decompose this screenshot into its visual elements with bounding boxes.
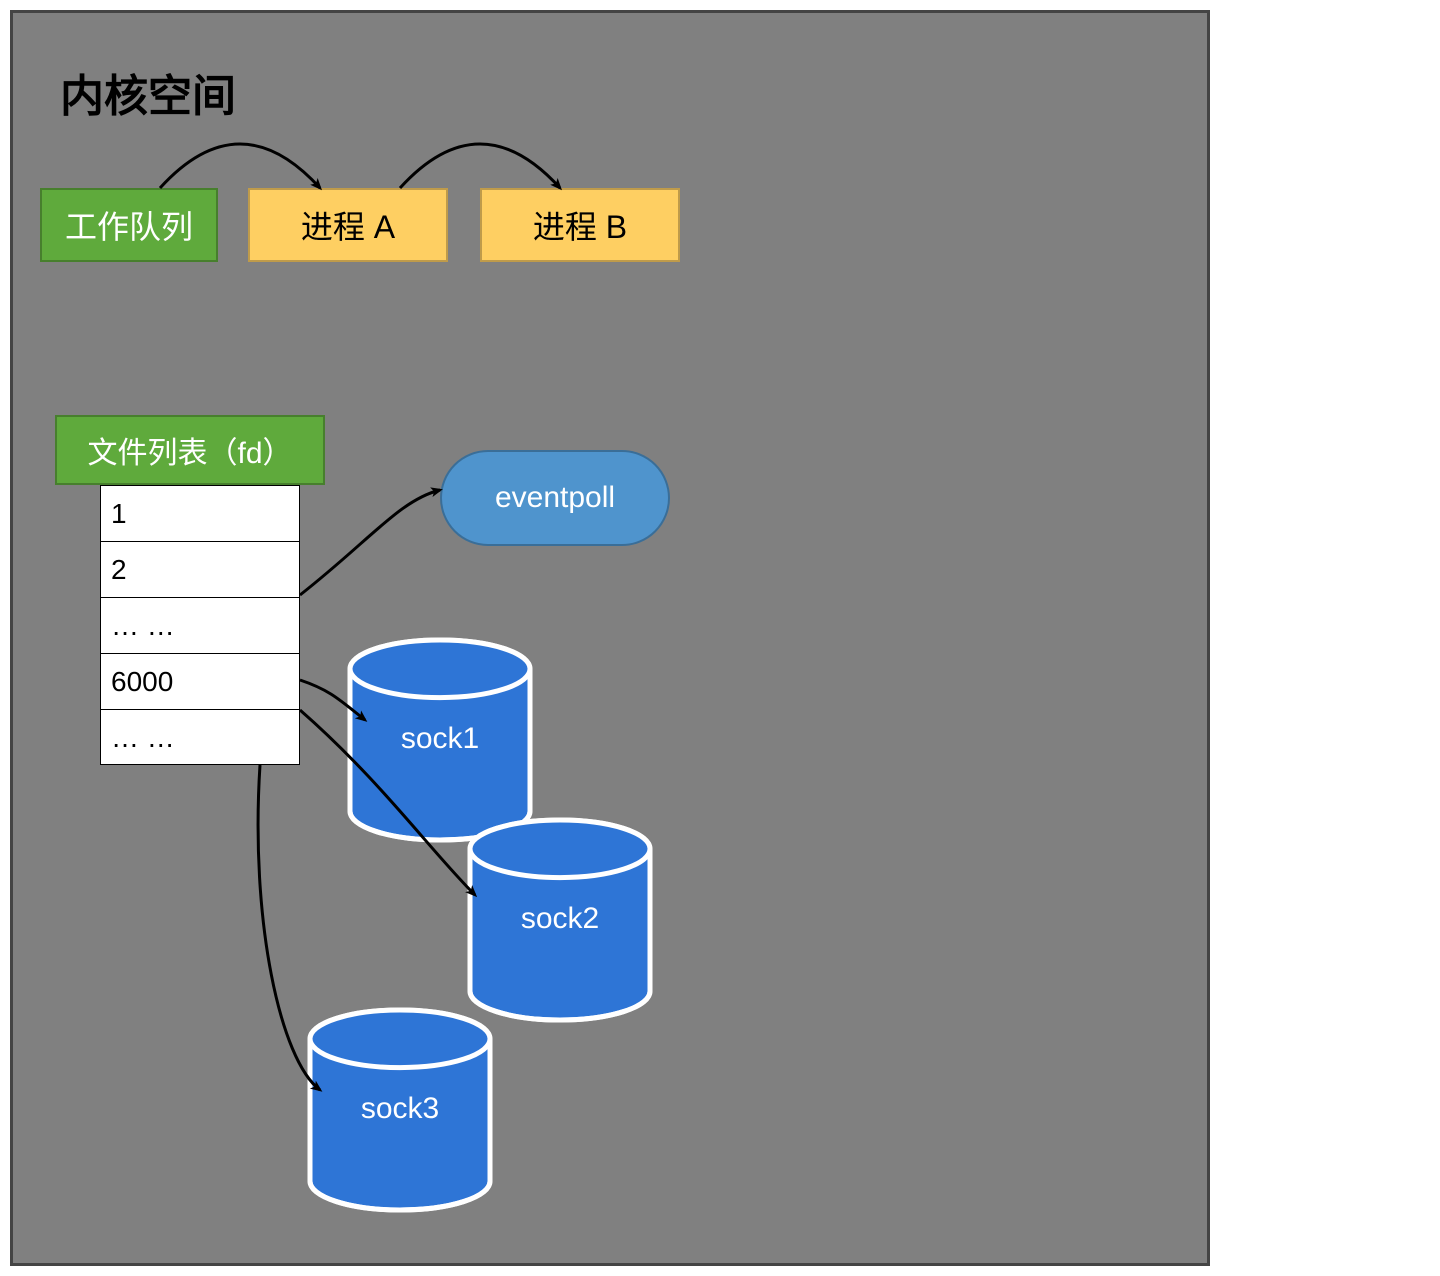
fd-table: 12… …6000… … [100,485,300,765]
diagram-canvas: 内核空间 工作队列 进程 A 进程 B 文件列表（fd） 12… …6000… … [0,0,1440,1276]
fd-row: 6000 [101,654,299,710]
cylinder-label: sock3 [310,1092,490,1126]
fd-row: 2 [101,542,299,598]
fd-row: … … [101,598,299,654]
process-a-box: 进程 A [248,188,448,262]
fd-row: … … [101,710,299,766]
process-b-box: 进程 B [480,188,680,262]
eventpoll-box: eventpoll [440,450,670,546]
sock3-cylinder: sock3 [310,1010,490,1210]
sock2-cylinder: sock2 [470,820,650,1020]
cylinder-label: sock1 [350,722,530,756]
fd-row: 1 [101,486,299,542]
sock1-cylinder: sock1 [350,640,530,840]
title-text: 内核空间 [60,60,236,124]
cylinder-label: sock2 [470,902,650,936]
fd-header-box: 文件列表（fd） [55,415,325,485]
work-queue-box: 工作队列 [40,188,218,262]
